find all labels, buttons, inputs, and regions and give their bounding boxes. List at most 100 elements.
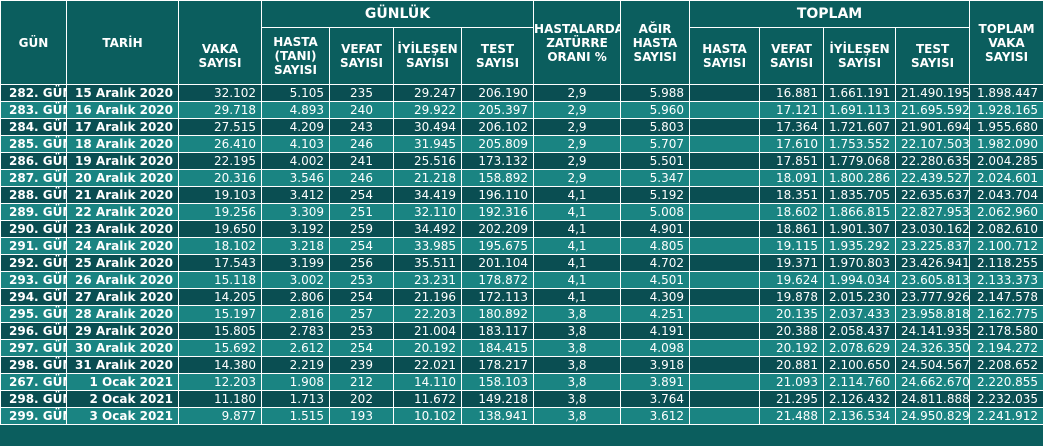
cell-agir: 5.501 <box>620 152 691 170</box>
cell-agir: 4.702 <box>620 254 691 272</box>
cell-agir: 4.901 <box>620 220 691 238</box>
cell-iyilesen: 34.419 <box>393 186 462 204</box>
cell-gun: 294. GÜN <box>0 288 67 306</box>
cell-toplam-vaka: 2.208.652 <box>969 356 1043 374</box>
cell-hasta: 3.218 <box>261 237 330 255</box>
cell-vaka: 9.877 <box>178 407 262 425</box>
cell-agir: 5.803 <box>620 118 691 136</box>
cell-hasta: 4.893 <box>261 101 330 119</box>
cell-agir: 5.960 <box>620 101 691 119</box>
cell-toplam-vefat: 20.881 <box>759 356 825 374</box>
cell-vaka: 14.205 <box>178 288 262 306</box>
cell-agir: 5.008 <box>620 203 691 221</box>
header-toplam-test: TEST SAYISI <box>895 27 971 85</box>
cell-zaturre: 2,9 <box>533 169 622 187</box>
cell-vefat: 241 <box>329 152 394 170</box>
cell-toplam-iyilesen: 2.037.433 <box>823 305 897 323</box>
cell-hasta: 3.002 <box>261 271 330 289</box>
cell-tarih: 1 Ocak 2021 <box>66 373 179 391</box>
cell-vaka: 15.805 <box>178 322 262 340</box>
cell-toplam-vaka: 2.082.610 <box>969 220 1043 238</box>
cell-hasta: 4.209 <box>261 118 330 136</box>
header-hasta: HASTA (TANI) SAYISI <box>261 27 330 85</box>
table-row: 289. GÜN 22 Aralık 2020 19.256 3.309 251 32.1… <box>0 203 1043 221</box>
cell-toplam-hasta <box>689 407 761 425</box>
cell-zaturre: 2,9 <box>533 135 622 153</box>
cell-test: 195.675 <box>460 237 535 255</box>
cell-hasta: 1.515 <box>261 407 330 425</box>
table-row: 295. GÜN 28 Aralık 2020 15.197 2.816 257 22.2… <box>0 305 1043 323</box>
cell-vaka: 26.410 <box>178 135 262 153</box>
cell-tarih: 19 Aralık 2020 <box>66 152 179 170</box>
cell-iyilesen: 10.102 <box>393 407 462 425</box>
cell-toplam-vaka: 2.162.775 <box>969 305 1043 323</box>
table-row: 267. GÜN 1 Ocak 2021 12.203 1.908 212 14.110 1… <box>0 373 1043 391</box>
cell-vefat: 253 <box>329 271 394 289</box>
cell-iyilesen: 29.922 <box>393 101 462 119</box>
cell-iyilesen: 29.247 <box>393 84 462 102</box>
cell-vaka: 32.102 <box>178 84 262 102</box>
cell-toplam-iyilesen: 1.970.803 <box>823 254 897 272</box>
cell-toplam-vaka: 2.232.035 <box>969 390 1043 408</box>
table-body: 282. GÜN 15 Aralık 2020 32.102 5.105 235 29.2… <box>0 84 1043 425</box>
cell-gun: 290. GÜN <box>0 220 67 238</box>
cell-vefat: 240 <box>329 101 394 119</box>
table-row: 286. GÜN 19 Aralık 2020 22.195 4.002 241 25.5… <box>0 152 1043 170</box>
cell-toplam-test: 23.426.941 <box>895 254 971 272</box>
cell-toplam-vaka: 2.241.912 <box>969 407 1043 425</box>
cell-vefat: 254 <box>329 237 394 255</box>
cell-vefat: 239 <box>329 356 394 374</box>
cell-vaka: 19.256 <box>178 203 262 221</box>
cell-toplam-iyilesen: 2.078.629 <box>823 339 897 357</box>
cell-vefat: 254 <box>329 339 394 357</box>
cell-toplam-hasta <box>689 101 761 119</box>
cell-toplam-hasta <box>689 220 761 238</box>
cell-toplam-test: 21.490.195 <box>895 84 971 102</box>
cell-hasta: 3.412 <box>261 186 330 204</box>
cell-toplam-vaka: 2.194.272 <box>969 339 1043 357</box>
cell-gun: 285. GÜN <box>0 135 67 153</box>
cell-toplam-vefat: 21.488 <box>759 407 825 425</box>
cell-toplam-iyilesen: 1.901.307 <box>823 220 897 238</box>
cell-vaka: 15.692 <box>178 339 262 357</box>
cell-toplam-test: 23.605.813 <box>895 271 971 289</box>
cell-toplam-vefat: 18.861 <box>759 220 825 238</box>
cell-toplam-vaka: 2.100.712 <box>969 237 1043 255</box>
cell-zaturre: 3,8 <box>533 305 622 323</box>
cell-vaka: 14.380 <box>178 356 262 374</box>
cell-zaturre: 3,8 <box>533 407 622 425</box>
table-row: 298. GÜN 2 Ocak 2021 11.180 1.713 202 11.672 1… <box>0 390 1043 408</box>
cell-toplam-vaka: 2.004.285 <box>969 152 1043 170</box>
cell-hasta: 3.309 <box>261 203 330 221</box>
cell-tarih: 3 Ocak 2021 <box>66 407 179 425</box>
cell-vefat: 254 <box>329 186 394 204</box>
cell-toplam-hasta <box>689 237 761 255</box>
cell-test: 178.217 <box>460 356 535 374</box>
cell-toplam-test: 23.777.926 <box>895 288 971 306</box>
cell-toplam-hasta <box>689 305 761 323</box>
cell-toplam-vaka: 1.955.680 <box>969 118 1043 136</box>
cell-gun: 286. GÜN <box>0 152 67 170</box>
cell-tarih: 16 Aralık 2020 <box>66 101 179 119</box>
cell-test: 184.415 <box>460 339 535 357</box>
cell-toplam-vaka: 2.043.704 <box>969 186 1043 204</box>
cell-toplam-vaka: 2.062.960 <box>969 203 1043 221</box>
cell-toplam-test: 23.030.162 <box>895 220 971 238</box>
cell-agir: 5.988 <box>620 84 691 102</box>
cell-zaturre: 3,8 <box>533 339 622 357</box>
cell-zaturre: 4,1 <box>533 254 622 272</box>
cell-toplam-vaka: 1.982.090 <box>969 135 1043 153</box>
cell-test: 201.104 <box>460 254 535 272</box>
table-row: 294. GÜN 27 Aralık 2020 14.205 2.806 254 21.1… <box>0 288 1043 306</box>
cell-zaturre: 2,9 <box>533 152 622 170</box>
table-row: 282. GÜN 15 Aralık 2020 32.102 5.105 235 29.2… <box>0 84 1043 102</box>
cell-toplam-test: 23.225.837 <box>895 237 971 255</box>
cell-gun: 267. GÜN <box>0 373 67 391</box>
cell-agir: 4.805 <box>620 237 691 255</box>
cell-vefat: 246 <box>329 169 394 187</box>
cell-agir: 3.918 <box>620 356 691 374</box>
cell-vefat: 251 <box>329 203 394 221</box>
cell-toplam-hasta <box>689 254 761 272</box>
table-row: 292. GÜN 25 Aralık 2020 17.543 3.199 256 35.5… <box>0 254 1043 272</box>
cell-vefat: 254 <box>329 288 394 306</box>
